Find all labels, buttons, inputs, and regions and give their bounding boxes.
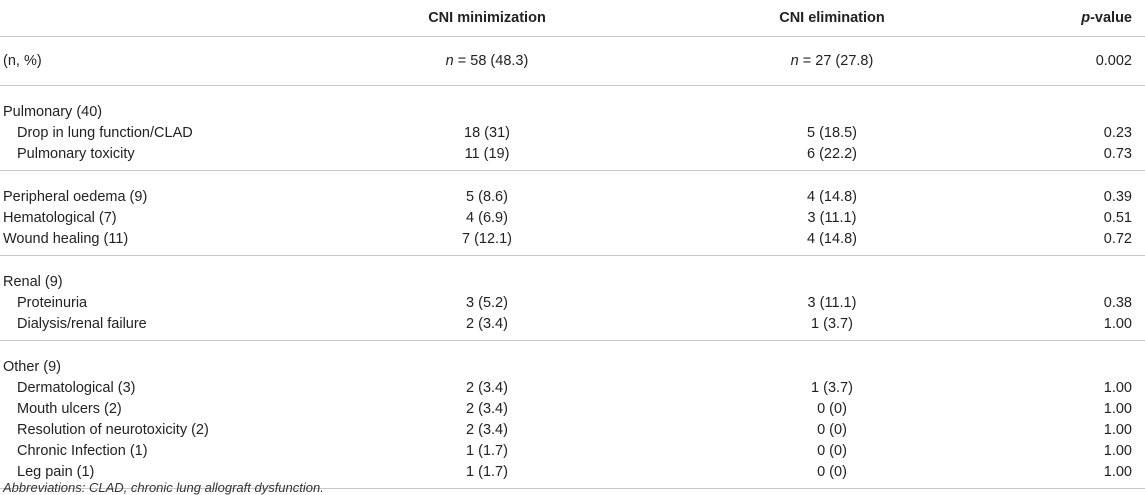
row-p-value: 1.00 (1027, 314, 1145, 341)
row-minimization: 18 (31) (464, 125, 510, 141)
group-heading-row: Pulmonary (40) (0, 86, 1145, 124)
row-p-value: 0.23 (1103, 125, 1132, 141)
row-p-value: 1.00 (1103, 401, 1132, 417)
table-row: Wound healing (11) 7 (12.1) 4 (14.8) 0.7… (0, 229, 1145, 256)
table-row: Proteinuria 3 (5.2) 3 (11.1) 0.38 (0, 293, 1145, 314)
row-minimization: 2 (3.4) (337, 314, 637, 341)
table-row: Hematological (7) 4 (6.9) 3 (11.1) 0.51 (0, 208, 1145, 229)
row-elimination: 0 (0) (817, 422, 847, 438)
row-p-value: 1.00 (1027, 462, 1145, 489)
row-elimination: 0 (0) (817, 401, 847, 417)
row-label: Peripheral oedema (9) (3, 189, 148, 205)
row-p-value: 1.00 (1103, 380, 1132, 396)
group-heading: Other (9) (3, 359, 62, 375)
row-elimination: 4 (14.8) (807, 189, 857, 205)
n-row-minimization: n = 58 (48.3) (337, 36, 637, 86)
table-row: Mouth ulcers (2) 2 (3.4) 0 (0) 1.00 (0, 399, 1145, 420)
row-elimination: 5 (18.5) (807, 125, 857, 141)
row-elimination: 0 (0) (637, 462, 1027, 489)
row-minimization: 11 (19) (337, 144, 637, 171)
row-label: Dialysis/renal failure (0, 314, 337, 341)
table-footnote: Abbreviations: CLAD, chronic lung allogr… (3, 480, 324, 495)
row-minimization: 2 (3.4) (466, 380, 508, 396)
header-elimination: CNI elimination (637, 0, 1027, 37)
row-label: Leg pain (1) (0, 462, 337, 489)
row-minimization: 3 (5.2) (466, 295, 508, 311)
group-heading-row: Renal (9) (0, 256, 1145, 294)
row-minimization: 5 (8.6) (466, 189, 508, 205)
row-label: Resolution of neurotoxicity (2) (17, 422, 209, 438)
row-p-value: 0.39 (1103, 189, 1132, 205)
header-row: CNI minimization CNI elimination p-value (0, 0, 1145, 37)
row-label: Chronic Infection (1) (17, 443, 148, 459)
row-minimization: 1 (1.7) (466, 443, 508, 459)
group-heading: Pulmonary (40) (3, 104, 103, 120)
group-heading-row: Other (9) (0, 341, 1145, 379)
table-row: Pulmonary toxicity 11 (19) 6 (22.2) 0.73 (0, 144, 1145, 171)
n-row-label: (n, %) (0, 36, 337, 86)
n-row-p-value: 0.002 (1027, 36, 1145, 86)
row-minimization: 2 (3.4) (466, 422, 508, 438)
row-label: Hematological (7) (3, 210, 117, 226)
row-elimination: 4 (14.8) (637, 229, 1027, 256)
row-label: Proteinuria (17, 295, 88, 311)
row-elimination: 1 (3.7) (637, 314, 1027, 341)
group-heading: Renal (9) (3, 274, 63, 290)
row-label: Wound healing (11) (0, 229, 337, 256)
row-minimization: 1 (1.7) (337, 462, 637, 489)
row-p-value: 0.38 (1103, 295, 1132, 311)
row-label: Mouth ulcers (2) (17, 401, 122, 417)
n-row-elimination: n = 27 (27.8) (637, 36, 1027, 86)
header-label-column (0, 0, 337, 37)
row-p-value: 1.00 (1103, 422, 1132, 438)
row-p-value: 0.73 (1027, 144, 1145, 171)
row-minimization: 7 (12.1) (337, 229, 637, 256)
header-p-value: p-value (1027, 0, 1145, 37)
table-row: Peripheral oedema (9) 5 (8.6) 4 (14.8) 0… (0, 171, 1145, 209)
table-row: Leg pain (1) 1 (1.7) 0 (0) 1.00 (0, 462, 1145, 489)
row-elimination: 3 (11.1) (807, 295, 857, 311)
row-p-value: 0.51 (1103, 210, 1132, 226)
table-row: Chronic Infection (1) 1 (1.7) 0 (0) 1.00 (0, 441, 1145, 462)
table-row: Dialysis/renal failure 2 (3.4) 1 (3.7) 1… (0, 314, 1145, 341)
table-row: Dermatological (3) 2 (3.4) 1 (3.7) 1.00 (0, 378, 1145, 399)
table-row: Drop in lung function/CLAD 18 (31) 5 (18… (0, 123, 1145, 144)
row-elimination: 6 (22.2) (637, 144, 1027, 171)
row-minimization: 4 (6.9) (466, 210, 508, 226)
n-row: (n, %) n = 58 (48.3) n = 27 (27.8) 0.002 (0, 36, 1145, 86)
row-elimination: 3 (11.1) (807, 210, 857, 226)
row-p-value: 1.00 (1103, 443, 1132, 459)
row-label: Dermatological (3) (17, 380, 136, 396)
row-minimization: 2 (3.4) (466, 401, 508, 417)
row-label: Pulmonary toxicity (0, 144, 337, 171)
row-elimination: 1 (3.7) (811, 380, 853, 396)
row-label: Drop in lung function/CLAD (17, 125, 193, 141)
row-elimination: 0 (0) (817, 443, 847, 459)
header-minimization: CNI minimization (337, 0, 637, 37)
table-row: Resolution of neurotoxicity (2) 2 (3.4) … (0, 420, 1145, 441)
row-p-value: 0.72 (1027, 229, 1145, 256)
